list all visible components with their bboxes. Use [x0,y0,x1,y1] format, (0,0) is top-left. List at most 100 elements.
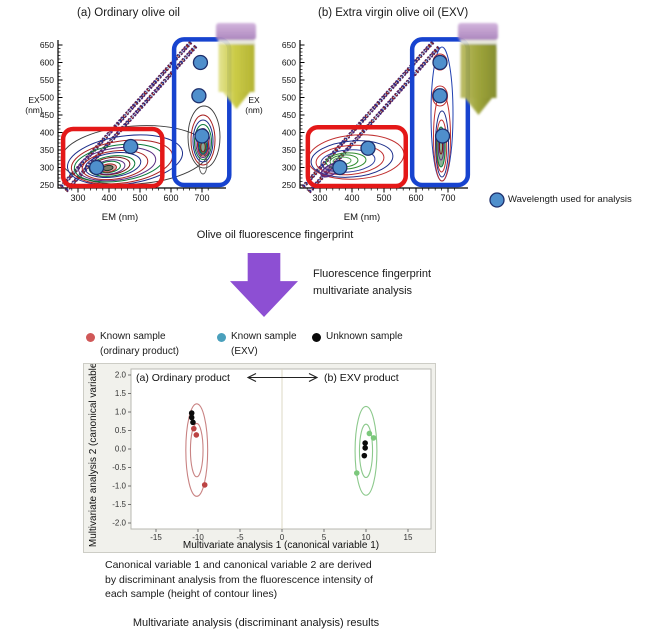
analysis-wavelength-marker [360,140,376,156]
legend-label: Known sample (EXV) [231,331,297,357]
scatter-axes: -15 -10 -5 0 5 10 15 2.0 1.5 1.0 0.5 0.0 -0.5 -1.0 -1.… [112,371,413,543]
series-unknown-sample [188,410,368,459]
svg-text:15: 15 [404,533,413,542]
svg-text:500: 500 [132,193,147,203]
vial-cap [216,23,256,40]
low-wavelength-region [305,125,409,189]
svg-text:-1.0: -1.0 [112,482,126,491]
svg-text:600: 600 [163,193,178,203]
svg-text:-15: -15 [150,533,162,542]
data-point [193,432,200,438]
svg-text:600: 600 [282,58,296,68]
svg-text:500: 500 [282,93,296,103]
low-wavelength-region [60,126,165,189]
svg-text:500: 500 [40,93,54,103]
legend-item-0: Known sample (ordinary product) [86,330,179,359]
chlorophyll-region [171,37,232,188]
result-caption: Multivariate analysis (discriminant anal… [132,617,380,629]
analysis-wavelength-marker [434,128,451,144]
svg-text:700: 700 [440,193,455,203]
data-point [188,410,195,416]
plot-area [130,368,432,530]
data-point [190,419,196,426]
data-point [366,430,373,437]
svg-text:250: 250 [282,180,296,190]
wavelength-legend-marker [489,192,505,208]
scatter-xlabel: Multivariate analysis 1 (canonical varia… [183,540,379,551]
down-arrow-icon [230,253,298,317]
svg-text:400: 400 [101,193,116,203]
data-point [201,482,208,488]
svg-text:400: 400 [344,193,359,203]
confidence-ellipse-ordinary [185,403,209,497]
ex-axis-label: EX [28,95,40,105]
svg-text:-0.5: -0.5 [112,463,126,472]
legend-marker-icon [217,333,226,342]
axes: 250 300 350 400 450 500 550 600 650 300 400 500 600 7… [282,40,468,203]
data-point [361,452,368,459]
svg-text:-10: -10 [192,533,204,542]
confidence-ellipse-ordinary [189,422,204,478]
em-axis-label: EM (nm) [102,212,138,223]
discriminant-note-line1: Canonical variable 1 and canonical varia… [105,559,372,571]
analysis-wavelength-marker [123,138,139,155]
annotation-ordinary: (a) Ordinary product [136,372,230,384]
data-point [362,445,368,451]
data-point [188,414,195,421]
svg-text:300: 300 [282,163,296,173]
svg-text:400: 400 [282,128,296,138]
svg-text:0: 0 [280,533,285,542]
scatter-panel: -15 -10 -5 0 5 10 15 2.0 1.5 1.0 0.5 0.0 -0.5 -1.0 -1.… [83,351,436,553]
svg-text:300: 300 [312,193,327,203]
legend-marker-icon [86,333,95,342]
svg-text:10: 10 [362,533,371,542]
series-known-sample-ordinary-product- [191,425,208,488]
ex-axis-label: (nm) [245,105,263,115]
discriminant-note: Canonical variable 1 and canonical varia… [105,558,495,602]
legend-item-1: Known sample (EXV) [217,330,297,359]
legend-label: Unknown sample [326,331,403,342]
svg-text:350: 350 [282,145,296,155]
panel-a-title: (a) Ordinary olive oil [77,7,180,19]
em-axis-label: EM (nm) [344,212,380,223]
svg-text:-1.5: -1.5 [112,500,126,509]
svg-text:2.0: 2.0 [115,371,127,380]
data-point [191,425,197,432]
svg-text:-5: -5 [236,533,244,542]
exv-oil-vial [458,23,498,115]
discriminant-note-line3: each sample (height of contour lines) [105,588,278,600]
ex-axis-label: EX [248,95,260,105]
svg-text:5: 5 [322,533,327,542]
fingerprint-panel-a: 250 300 350 400 450 500 550 600 650 300 400 500 600 7… [25,37,232,223]
svg-text:1.5: 1.5 [115,389,127,398]
svg-text:600: 600 [408,193,423,203]
series-known-sample-exv- [353,430,377,476]
process-arrow-label-line2: multivariate analysis [313,285,413,297]
analysis-wavelength-marker [332,159,348,176]
double-arrow-icon [246,373,319,382]
svg-text:450: 450 [282,110,296,120]
contour-rings [60,105,221,186]
panel-b-title: (b) Extra virgin olive oil (EXV) [318,7,469,19]
fluorescence-fingerprint-figure: 250 300 350 400 450 500 550 600 650 300 400 500 600 7… [25,23,505,223]
scatter-legend: Known sample (ordinary product) Known samp… [0,330,669,360]
analysis-wavelength-marker [191,88,207,104]
svg-text:-2.0: -2.0 [112,519,126,528]
legend-marker-icon [312,333,321,342]
analysis-wavelength-marker [432,88,448,104]
svg-text:650: 650 [282,40,296,50]
confidence-ellipse-exv [358,423,374,479]
legend-item-2: Unknown sample [312,330,403,345]
process-arrow-label: Fluorescence fingerprint multivariate an… [313,266,431,300]
contour-rings [307,46,454,182]
svg-text:450: 450 [40,110,54,120]
data-point [353,470,360,476]
svg-text:350: 350 [40,145,54,155]
axes: 250 300 350 400 450 500 550 600 650 300 400 500 600 7… [40,40,226,203]
analysis-wavelength-marker [88,159,105,176]
annotation-exv: (b) EXV product [324,372,399,384]
svg-text:0.5: 0.5 [115,426,127,435]
svg-text:600: 600 [40,58,54,68]
chlorophyll-region [409,37,471,188]
